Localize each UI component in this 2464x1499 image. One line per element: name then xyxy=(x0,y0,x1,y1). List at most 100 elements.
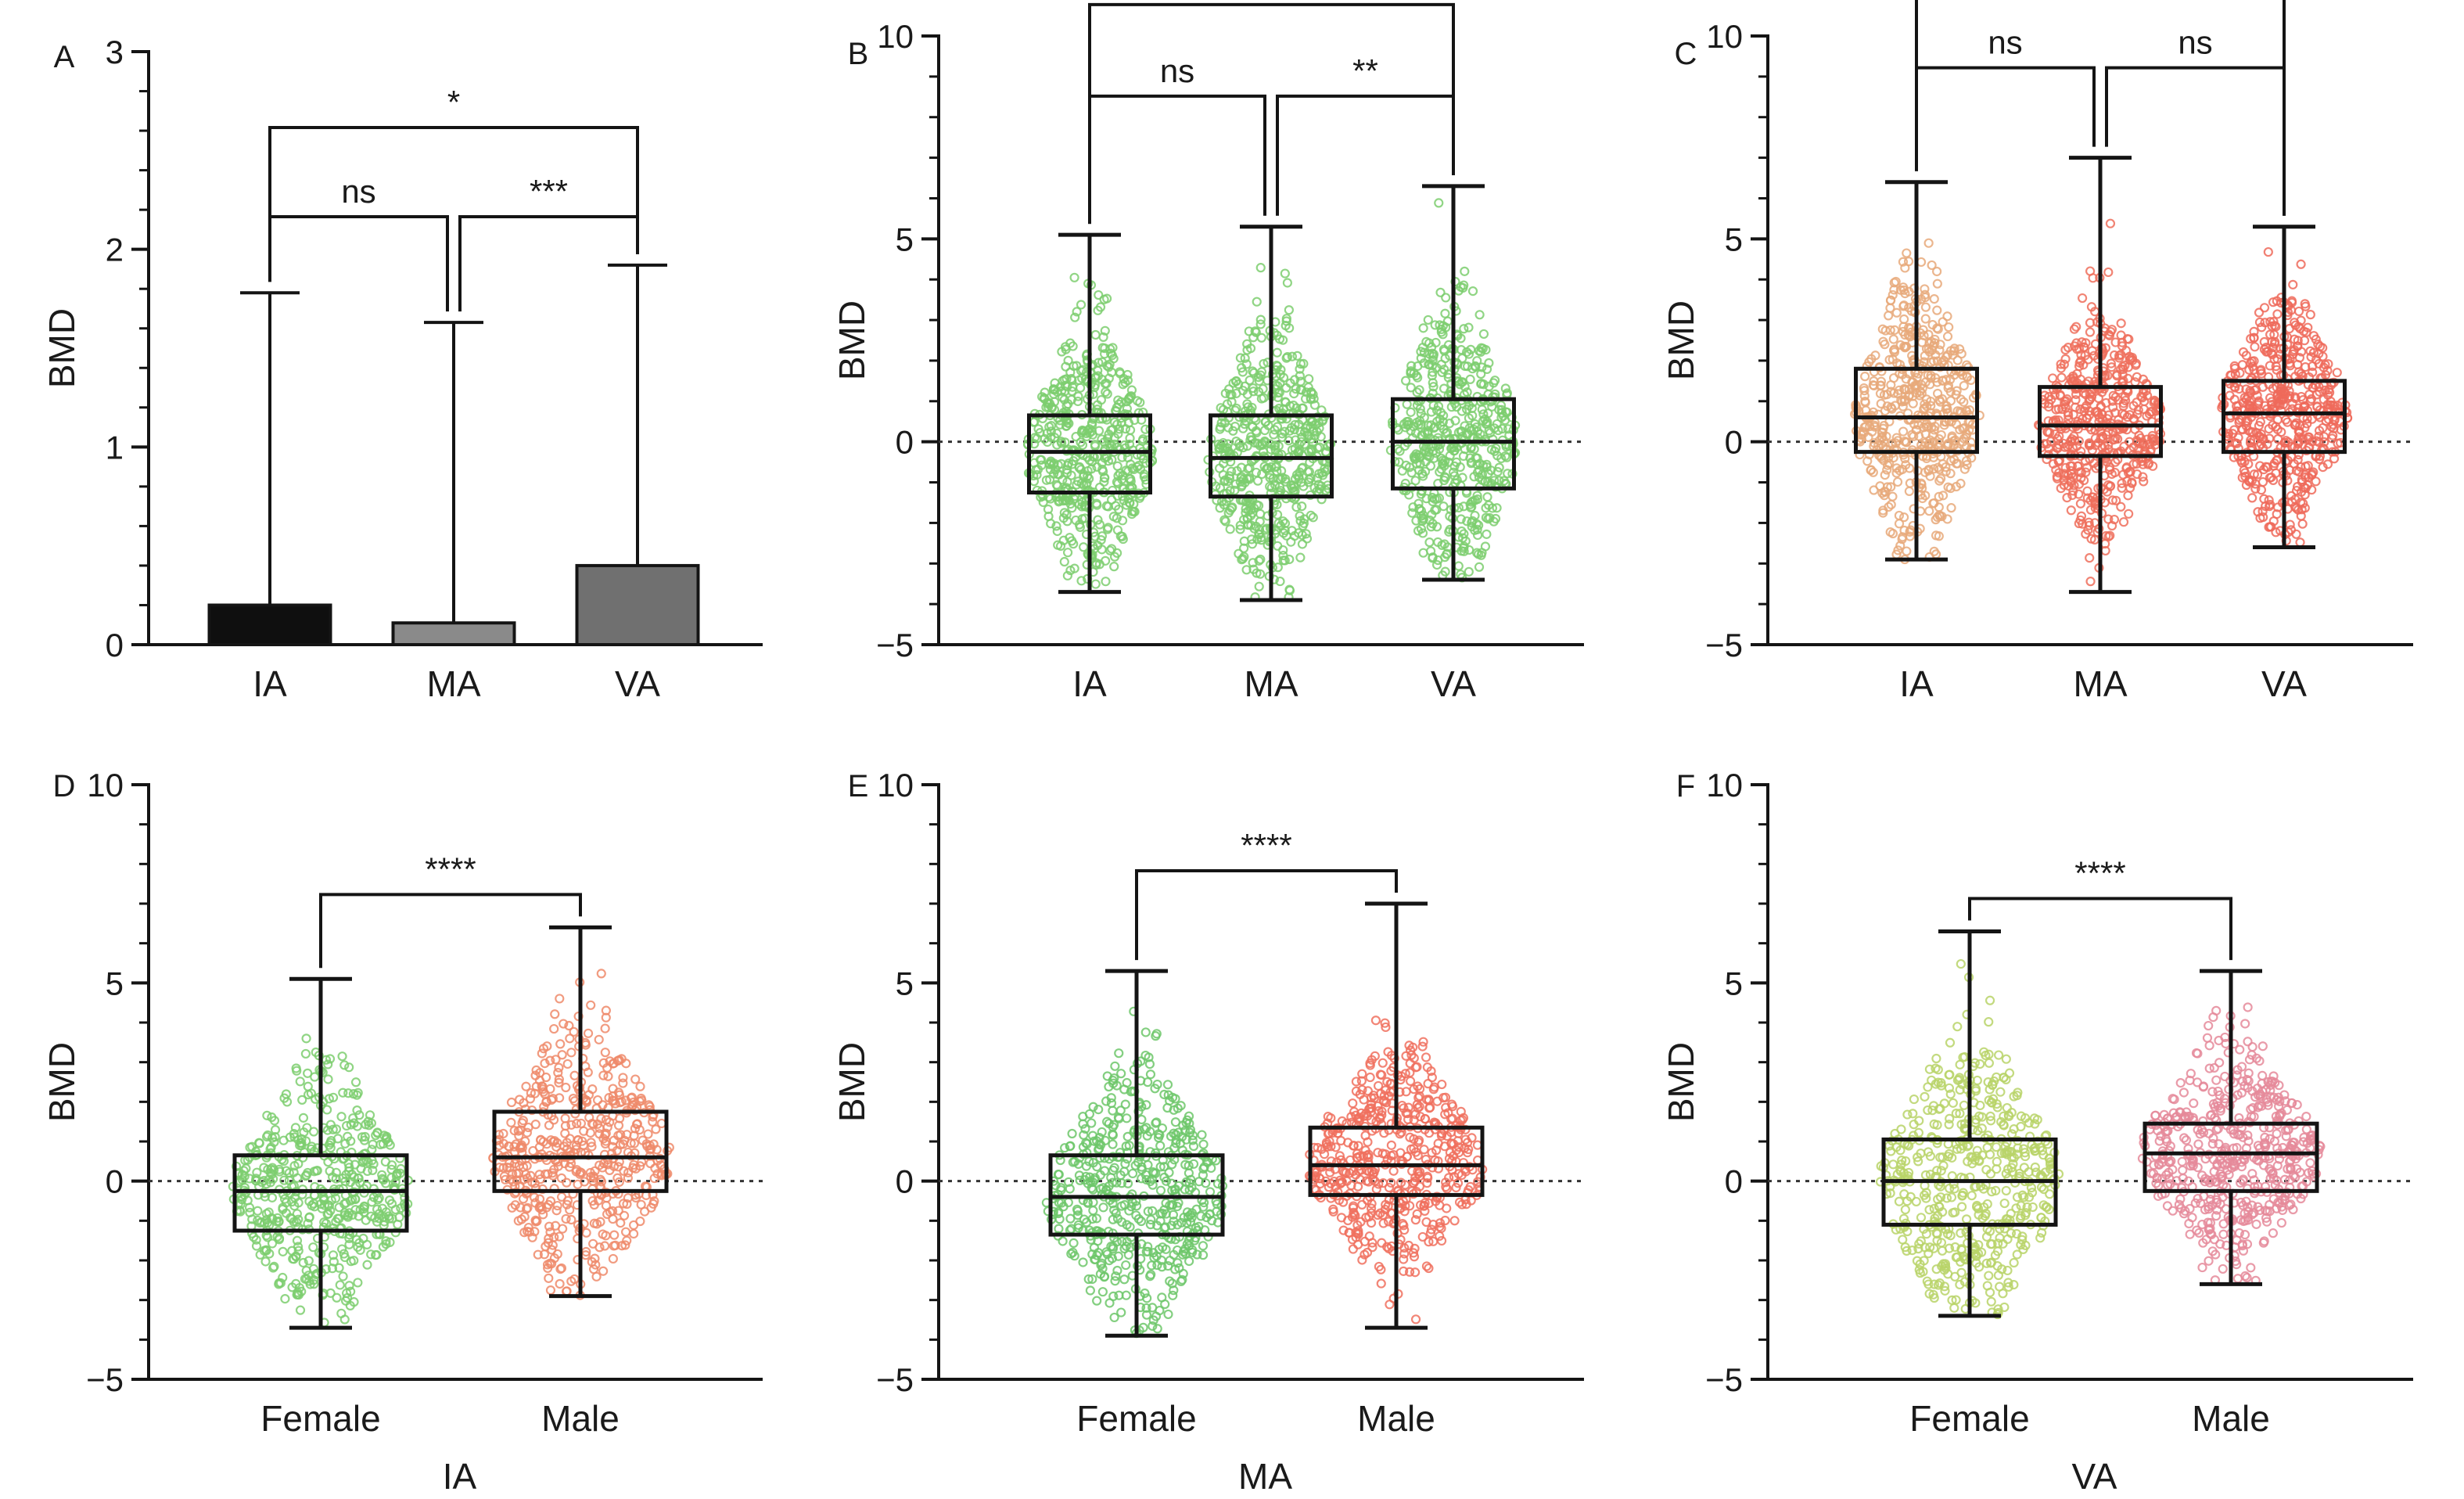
data-point xyxy=(1460,444,1470,455)
data-point xyxy=(1395,446,1405,456)
data-point xyxy=(1414,385,1424,395)
data-point xyxy=(2056,372,2067,383)
data-point xyxy=(1431,337,1441,348)
data-point xyxy=(1456,526,1467,537)
data-point xyxy=(557,1050,567,1060)
data-point xyxy=(1920,302,1931,312)
data-point xyxy=(544,1120,555,1131)
data-point xyxy=(1303,382,1313,393)
data-point xyxy=(1109,439,1119,449)
data-point xyxy=(1455,462,1465,473)
data-point xyxy=(1114,424,1125,434)
data-point xyxy=(1117,516,1128,526)
data-point xyxy=(1904,486,1914,497)
y-tick-label: 0 xyxy=(1725,424,1743,461)
data-point xyxy=(1428,382,1439,392)
data-point xyxy=(1421,456,1431,467)
data-point xyxy=(1270,425,1280,435)
data-point xyxy=(1418,471,1428,481)
data-point xyxy=(1076,383,1086,393)
data-point xyxy=(1478,343,1488,354)
data-point xyxy=(2085,552,2095,563)
data-point xyxy=(1459,501,1469,512)
data-point xyxy=(300,1048,311,1059)
data-point xyxy=(1291,403,1302,413)
significance-label: * xyxy=(447,84,460,120)
data-point xyxy=(1043,397,1053,408)
data-point xyxy=(1108,424,1118,435)
x-category-label: VA xyxy=(615,663,660,704)
data-point xyxy=(1295,371,1305,381)
y-tick-label: 10 xyxy=(1706,18,1743,55)
data-point xyxy=(1487,503,1498,513)
data-point xyxy=(1112,476,1122,487)
data-point xyxy=(1119,1274,1130,1285)
data-point xyxy=(1308,390,1318,400)
data-point xyxy=(1424,537,1435,548)
data-point xyxy=(1088,1206,1098,1216)
data-point xyxy=(1262,463,1273,473)
data-point xyxy=(1051,521,1061,531)
data-point xyxy=(1247,539,1258,549)
data-point xyxy=(1239,543,1249,553)
data-point xyxy=(1237,555,1247,565)
y-tick-label: 0 xyxy=(896,1163,914,1200)
data-point xyxy=(1286,537,1296,547)
data-point xyxy=(1306,394,1316,404)
data-point xyxy=(1400,422,1411,433)
data-point xyxy=(2272,309,2283,319)
data-point xyxy=(1125,433,1135,444)
data-point xyxy=(1087,1118,1097,1128)
data-point xyxy=(1456,426,1467,437)
data-point xyxy=(1295,511,1305,521)
data-point xyxy=(2295,537,2305,548)
data-point xyxy=(1234,441,1245,451)
data-point xyxy=(1441,322,1451,333)
x-category-label: IA xyxy=(1899,663,1934,704)
data-point xyxy=(1107,544,1117,554)
data-point xyxy=(1097,343,1108,353)
data-point xyxy=(1252,297,1262,307)
data-point xyxy=(1252,534,1263,545)
data-point xyxy=(1490,513,1501,524)
data-point xyxy=(1464,566,1474,577)
data-point xyxy=(1074,499,1084,509)
data-point xyxy=(1266,462,1277,472)
data-point xyxy=(1069,272,1079,282)
data-point xyxy=(335,1280,345,1290)
y-tick-label: 5 xyxy=(896,965,914,1001)
data-point xyxy=(1468,496,1478,506)
box xyxy=(1391,397,1516,491)
data-point xyxy=(1417,528,1428,538)
data-point xyxy=(1462,516,1472,527)
data-point xyxy=(1946,503,1956,513)
data-point xyxy=(1291,502,1302,512)
data-point xyxy=(2254,307,2265,318)
x-category-label: VA xyxy=(1431,663,1476,704)
data-point xyxy=(1248,558,1258,568)
data-point xyxy=(1420,428,1430,438)
data-point xyxy=(1898,512,1909,523)
data-point xyxy=(1952,355,1963,365)
data-point xyxy=(544,1273,554,1283)
data-point xyxy=(1900,263,1910,273)
x-category-label: Female xyxy=(1076,1398,1196,1439)
y-tick-label: 5 xyxy=(896,221,914,257)
data-point xyxy=(1476,368,1486,379)
data-point xyxy=(1314,483,1325,494)
data-point xyxy=(1466,344,1476,354)
data-point xyxy=(1465,374,1475,384)
data-point xyxy=(1306,387,1316,397)
bar xyxy=(391,621,516,646)
data-point xyxy=(1097,357,1108,367)
data-point xyxy=(1094,519,1105,530)
data-point xyxy=(1280,268,1290,279)
data-point xyxy=(1860,372,1870,382)
data-point xyxy=(1119,374,1129,384)
data-point xyxy=(1258,383,1268,394)
data-point xyxy=(609,1230,620,1240)
data-point xyxy=(1297,539,1308,549)
data-point xyxy=(1049,389,1059,399)
data-point xyxy=(1140,424,1151,434)
data-point xyxy=(1503,469,1513,479)
